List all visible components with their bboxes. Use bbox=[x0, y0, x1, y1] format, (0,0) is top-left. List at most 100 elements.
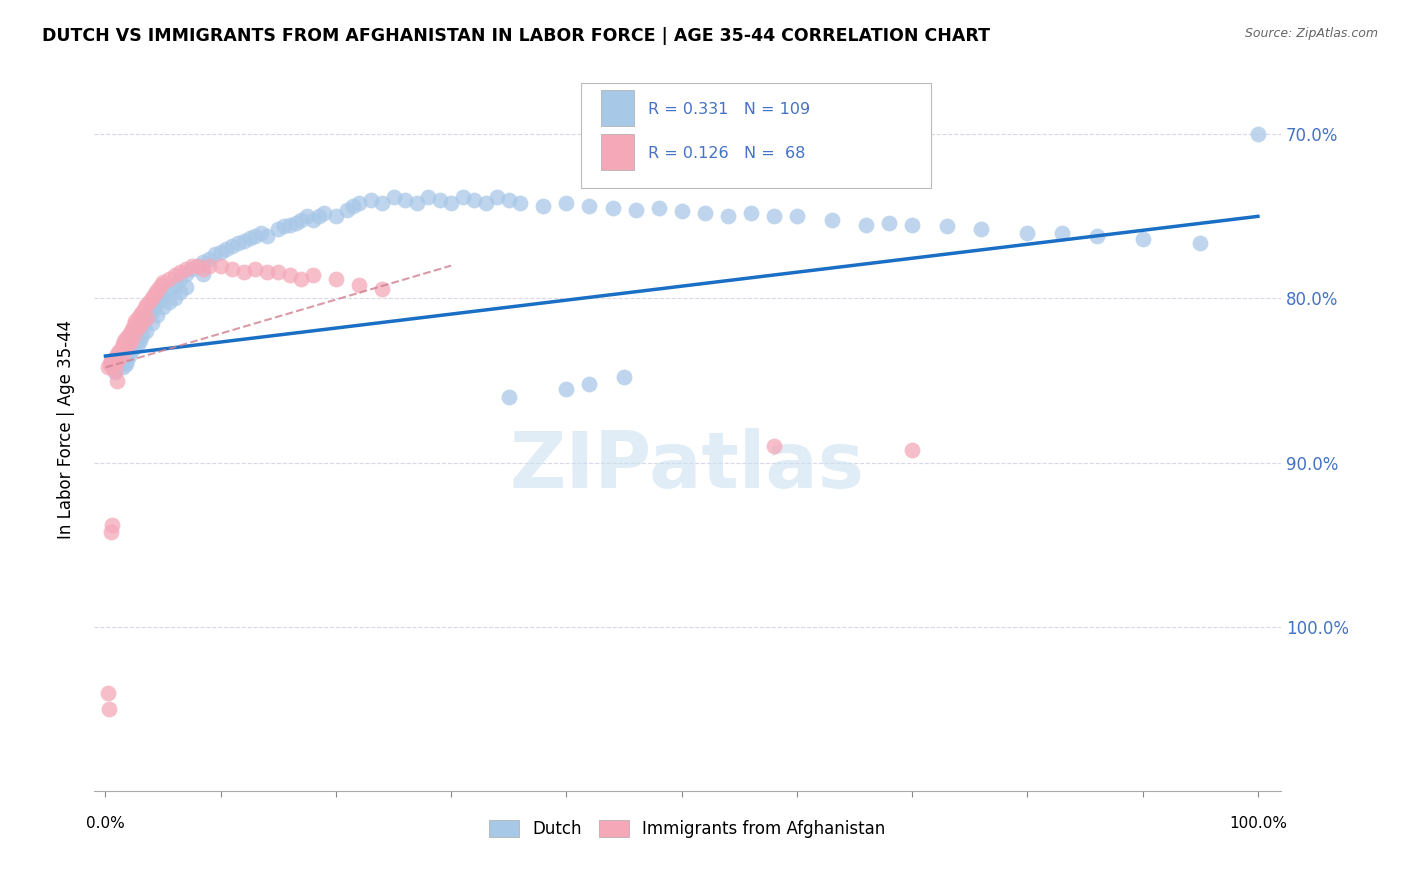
Point bbox=[935, 219, 957, 234]
Point bbox=[131, 316, 153, 330]
Point bbox=[382, 189, 405, 203]
Point bbox=[104, 351, 127, 365]
Point bbox=[347, 196, 370, 211]
Point bbox=[104, 357, 127, 371]
FancyBboxPatch shape bbox=[600, 134, 634, 169]
Point bbox=[174, 261, 197, 276]
Point bbox=[295, 210, 318, 224]
Point bbox=[122, 327, 145, 342]
Point bbox=[198, 252, 221, 266]
Point bbox=[578, 200, 600, 214]
Text: ZIPatlas: ZIPatlas bbox=[510, 428, 865, 504]
Point bbox=[152, 300, 174, 314]
Point bbox=[112, 334, 135, 349]
Point bbox=[108, 351, 131, 365]
FancyBboxPatch shape bbox=[581, 83, 931, 188]
Point bbox=[127, 324, 149, 338]
Point bbox=[209, 245, 232, 260]
Point bbox=[141, 304, 163, 318]
Text: 0.0%: 0.0% bbox=[86, 816, 125, 831]
Point bbox=[1050, 226, 1073, 240]
Point bbox=[100, 524, 122, 539]
Point bbox=[148, 282, 170, 296]
Point bbox=[100, 354, 122, 368]
Point bbox=[138, 308, 160, 322]
Text: R = 0.126   N =  68: R = 0.126 N = 68 bbox=[648, 145, 806, 161]
Point bbox=[342, 200, 364, 214]
Point bbox=[97, 702, 120, 716]
Point bbox=[762, 439, 785, 453]
Legend: Dutch, Immigrants from Afghanistan: Dutch, Immigrants from Afghanistan bbox=[482, 813, 893, 845]
Point bbox=[117, 341, 139, 355]
Point bbox=[146, 294, 169, 309]
Point bbox=[157, 272, 180, 286]
Point bbox=[250, 226, 273, 240]
Point bbox=[100, 354, 122, 368]
Point bbox=[509, 196, 531, 211]
Point bbox=[152, 275, 174, 289]
Point bbox=[302, 268, 325, 283]
Point bbox=[290, 272, 312, 286]
Point bbox=[290, 212, 312, 227]
Text: R = 0.331   N = 109: R = 0.331 N = 109 bbox=[648, 103, 810, 117]
Point bbox=[141, 316, 163, 330]
Point bbox=[111, 347, 134, 361]
Point bbox=[122, 327, 145, 342]
Point bbox=[555, 382, 578, 396]
Point bbox=[127, 337, 149, 351]
Point bbox=[105, 347, 128, 361]
Point bbox=[371, 196, 394, 211]
Point bbox=[336, 202, 359, 217]
Point bbox=[127, 321, 149, 335]
Point bbox=[855, 218, 877, 232]
Point bbox=[371, 282, 394, 296]
Point bbox=[131, 327, 153, 342]
Point bbox=[245, 261, 267, 276]
Point bbox=[122, 341, 145, 355]
Point bbox=[314, 206, 336, 220]
FancyBboxPatch shape bbox=[600, 90, 634, 127]
Point bbox=[647, 201, 669, 215]
Point bbox=[394, 193, 416, 207]
Point bbox=[762, 210, 785, 224]
Point bbox=[141, 292, 163, 306]
Point bbox=[302, 212, 325, 227]
Point bbox=[187, 259, 209, 273]
Point bbox=[134, 301, 156, 316]
Text: 100.0%: 100.0% bbox=[1229, 816, 1286, 831]
Point bbox=[111, 360, 134, 375]
Point bbox=[120, 344, 142, 359]
Point bbox=[273, 219, 295, 234]
Point bbox=[180, 261, 202, 276]
Point bbox=[267, 265, 290, 279]
Point bbox=[820, 212, 842, 227]
Point bbox=[174, 280, 197, 294]
Point bbox=[624, 202, 647, 217]
Point bbox=[174, 267, 197, 281]
Point bbox=[232, 265, 254, 279]
Point bbox=[671, 204, 693, 219]
Point bbox=[717, 210, 740, 224]
Point bbox=[693, 206, 716, 220]
Text: DUTCH VS IMMIGRANTS FROM AFGHANISTAN IN LABOR FORCE | AGE 35-44 CORRELATION CHAR: DUTCH VS IMMIGRANTS FROM AFGHANISTAN IN … bbox=[42, 27, 990, 45]
Point bbox=[486, 189, 509, 203]
Point bbox=[440, 196, 463, 211]
Point bbox=[498, 193, 520, 207]
Point bbox=[256, 229, 278, 244]
Point bbox=[149, 292, 172, 306]
Point bbox=[215, 242, 238, 256]
Point bbox=[232, 234, 254, 248]
Point bbox=[163, 268, 186, 283]
Point bbox=[117, 349, 139, 363]
Point bbox=[129, 318, 152, 332]
Point bbox=[131, 314, 153, 328]
Point bbox=[120, 334, 142, 349]
Point bbox=[325, 210, 347, 224]
Point bbox=[110, 341, 132, 355]
Point bbox=[108, 357, 131, 371]
Point bbox=[135, 311, 157, 326]
Point bbox=[531, 200, 554, 214]
Point bbox=[111, 337, 134, 351]
Point bbox=[193, 267, 215, 281]
Point bbox=[555, 196, 578, 211]
